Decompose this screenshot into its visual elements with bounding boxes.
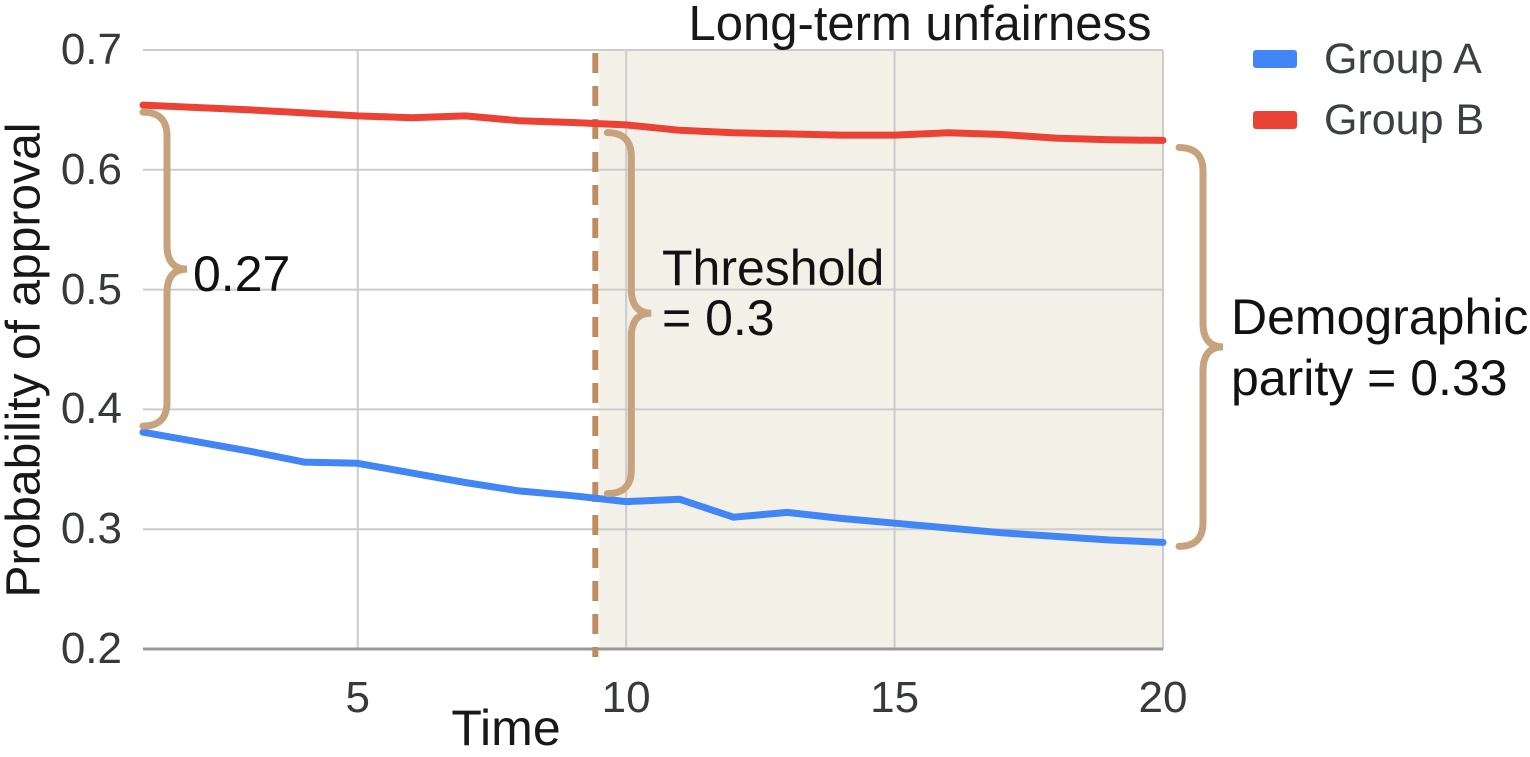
series-line-group-a — [139, 428, 1167, 546]
x-tick-label: 5 — [345, 673, 370, 722]
x-tick-label: 10 — [601, 673, 651, 722]
chart-title: Long-term unfairness — [688, 0, 1152, 51]
x-tick-label: 15 — [870, 673, 920, 722]
series-line-group-b — [139, 101, 1167, 144]
annotation-initial-gap: 0.27 — [193, 246, 291, 302]
y-axis-ticks: 0.2 0.3 0.4 0.5 0.6 0.7 — [0, 0, 122, 745]
annotation-demographic-parity: Demographic parity = 0.33 — [1231, 287, 1528, 409]
y-tick-label: 0.2 — [60, 624, 122, 673]
y-tick-label: 0.5 — [60, 264, 122, 314]
brace-demographic-parity — [1175, 143, 1224, 550]
y-tick-label: 0.4 — [60, 384, 122, 434]
annotation-parity-line1: Demographic — [1231, 289, 1529, 345]
shaded-region-long-term-unfairness — [599, 50, 1163, 649]
legend-label-group-a: Group A — [1324, 34, 1482, 83]
x-tick-label: 20 — [1138, 673, 1188, 722]
x-axis-label: Time — [451, 700, 561, 756]
group-b-swatch-icon — [1253, 111, 1297, 129]
brace-initial-gap — [139, 108, 188, 430]
legend-label-group-b: Group B — [1324, 95, 1485, 144]
annotation-parity-line2: parity = 0.33 — [1231, 350, 1508, 406]
legend-item-group-a: Group A — [1253, 35, 1484, 83]
y-tick-label: 0.7 — [60, 25, 122, 74]
annotation-threshold-line2: = 0.3 — [662, 290, 775, 346]
x-axis-ticks: 5 10 15 20 — [0, 674, 1530, 734]
y-tick-label: 0.6 — [60, 144, 122, 194]
legend-item-group-b: Group B — [1253, 96, 1484, 144]
y-tick-label: 0.3 — [60, 504, 122, 554]
group-a-swatch-icon — [1253, 50, 1297, 68]
legend: Group A Group B — [1253, 35, 1484, 157]
y-axis-label: Probability of approval — [0, 122, 51, 598]
annotation-threshold: Threshold = 0.3 — [662, 243, 884, 343]
annotation-threshold-line1: Threshold — [662, 240, 885, 296]
